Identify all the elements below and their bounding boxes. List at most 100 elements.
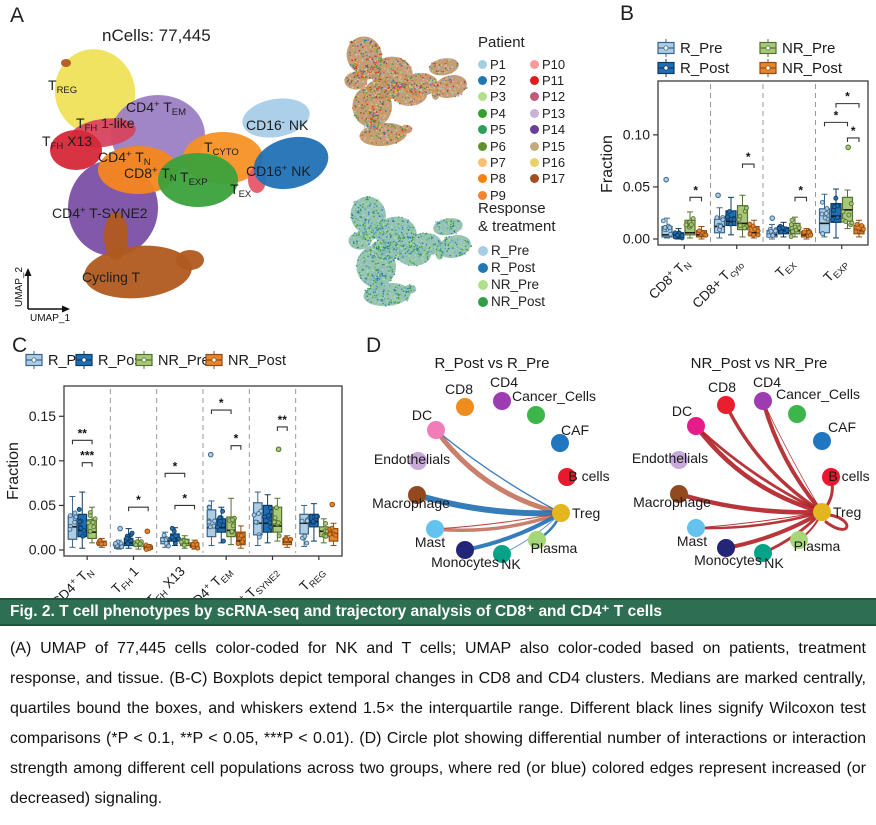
cluster-blob xyxy=(54,49,136,135)
thumb-dot xyxy=(410,252,412,255)
thumb-dot xyxy=(400,136,402,138)
thumb-dot xyxy=(381,231,384,233)
thumb-dot xyxy=(386,301,389,304)
thumb-dot xyxy=(369,70,372,72)
patient-color-dot xyxy=(530,92,539,102)
thumb-dot xyxy=(415,82,417,84)
thumb-dot xyxy=(418,255,421,258)
thumb-dot xyxy=(364,101,367,104)
node-CD8 xyxy=(456,398,474,416)
thumb-dot xyxy=(468,250,470,252)
thumb-dot xyxy=(362,52,365,55)
graph-title: NR_Post vs NR_Pre xyxy=(691,355,828,372)
node-label-CD8: CD8 xyxy=(445,381,473,397)
thumb-dot xyxy=(383,133,386,135)
thumb-dot xyxy=(379,81,381,84)
thumb-dot xyxy=(389,109,392,111)
thumb-dot xyxy=(401,70,404,73)
legend-label: R_Pre xyxy=(680,40,723,57)
thumb-dot xyxy=(382,141,385,144)
thumb-dot xyxy=(440,256,442,258)
legend-label: NR_Post xyxy=(228,353,286,369)
thumb-dot xyxy=(410,284,413,287)
thumb-dot xyxy=(357,80,359,83)
thumb-dot xyxy=(370,229,372,232)
thumb-dot xyxy=(393,285,396,287)
patient-label: P14 xyxy=(542,122,566,138)
thumb-dot xyxy=(379,257,382,260)
thumb-dot xyxy=(369,39,371,41)
thumb-dot xyxy=(389,100,391,102)
thumb-dot xyxy=(361,117,364,120)
thumb-dot xyxy=(451,80,454,83)
jitter-dot xyxy=(302,533,308,539)
self-loop-Treg xyxy=(824,513,849,531)
thumb-dot xyxy=(406,233,408,235)
jitter-dot xyxy=(273,505,279,511)
thumb-dot xyxy=(382,233,384,236)
thumb-dot xyxy=(364,70,366,73)
thumb-dot xyxy=(369,83,372,85)
thumb-dot xyxy=(413,98,416,101)
thumb-dot xyxy=(376,114,378,117)
thumb-dot xyxy=(408,230,411,233)
thumb-dot xyxy=(377,73,380,76)
thumb-dot xyxy=(386,141,389,143)
thumb-dot xyxy=(371,296,374,299)
thumb-dot xyxy=(357,211,360,214)
node-Mast xyxy=(426,520,444,538)
thumb-dot xyxy=(382,206,384,208)
thumb-dot xyxy=(366,195,369,198)
thumb-dot xyxy=(414,88,417,90)
node-label-NK: NK xyxy=(764,555,784,571)
thumb-dot xyxy=(444,243,446,245)
outlier-dot xyxy=(715,192,721,199)
thumb-dot xyxy=(377,284,379,287)
thumb-dot xyxy=(394,91,397,94)
thumb-dot xyxy=(425,89,427,92)
y-tick-label: 0.00 xyxy=(623,231,650,247)
thumb-dot xyxy=(419,74,422,77)
thumb-dot xyxy=(378,96,381,99)
thumb-dot xyxy=(370,68,373,70)
thumb-dot xyxy=(362,276,365,278)
thumb-dot xyxy=(397,302,399,304)
thumb-dot xyxy=(370,295,372,298)
thumb-dot xyxy=(376,51,378,53)
thumb-dot xyxy=(419,75,421,78)
thumb-dot xyxy=(403,218,405,221)
thumb-dot xyxy=(411,95,414,97)
thumb-dot xyxy=(388,303,390,306)
thumb-dot xyxy=(396,258,399,260)
thumb-dot xyxy=(363,262,365,264)
thumb-dot xyxy=(375,103,378,106)
thumb-dot xyxy=(358,228,361,230)
thumb-dot xyxy=(364,229,366,232)
thumb-dot xyxy=(382,295,384,297)
cluster-label: CD16- NK xyxy=(246,117,309,133)
thumb-dot xyxy=(427,246,429,249)
thumb-dot xyxy=(442,80,444,83)
thumb-dot xyxy=(422,252,424,255)
thumb-dot xyxy=(388,285,391,287)
thumb-dot xyxy=(382,231,385,233)
thumb-dot xyxy=(384,232,387,235)
thumb-dot xyxy=(393,87,396,89)
cluster-label: TREG xyxy=(48,77,77,96)
thumb-dot xyxy=(378,55,381,57)
cluster-blob xyxy=(253,136,329,190)
node-NK xyxy=(754,544,772,562)
thumb-dot xyxy=(448,90,450,92)
thumb-dot xyxy=(395,296,398,299)
thumb-dot xyxy=(404,132,407,135)
thumb-dot xyxy=(389,230,391,233)
thumb-dot xyxy=(456,62,459,65)
thumb-dot xyxy=(403,256,405,259)
node-CD8 xyxy=(717,396,735,414)
patient-color-dot xyxy=(478,190,487,200)
thumb-dot xyxy=(346,80,349,82)
thumb-dot xyxy=(364,105,366,107)
edge-CD8-Treg xyxy=(724,403,824,514)
patient-label: P15 xyxy=(542,138,566,154)
